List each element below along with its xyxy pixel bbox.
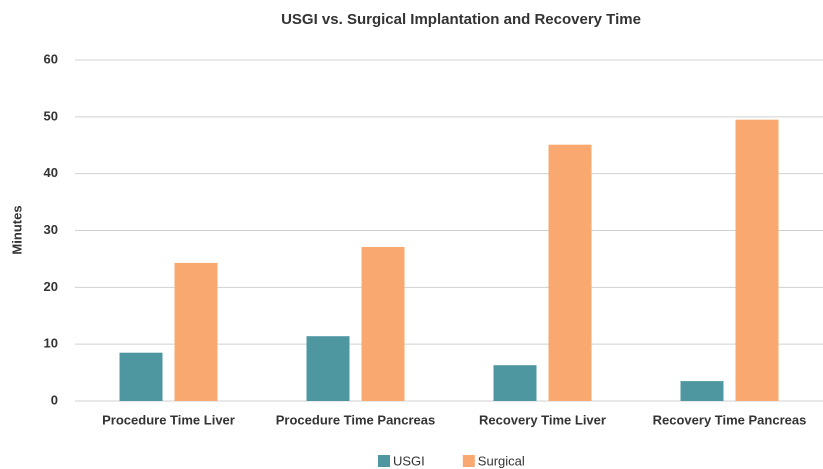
x-tick-label: Recovery Time Pancreas	[653, 412, 807, 427]
legend-label: USGI	[393, 453, 425, 468]
y-tick-label: 20	[44, 279, 58, 294]
y-tick-label: 60	[44, 51, 58, 66]
bar	[119, 352, 163, 401]
legend-label: Surgical	[478, 453, 525, 468]
y-tick-label: 30	[44, 222, 58, 237]
bar	[735, 119, 779, 402]
y-tick-label: 0	[51, 392, 58, 407]
y-tick-label: 40	[44, 165, 58, 180]
bar	[306, 336, 350, 401]
x-tick-label: Procedure Time Pancreas	[276, 412, 435, 427]
bar	[493, 365, 537, 401]
bar	[548, 144, 592, 401]
y-tick-label: 10	[44, 336, 58, 351]
bar	[680, 381, 724, 401]
y-tick-label: 50	[44, 108, 58, 123]
x-tick-label: Recovery Time Liver	[479, 412, 606, 427]
chart-title: USGI vs. Surgical Implantation and Recov…	[281, 11, 641, 28]
y-axis-label: Minutes	[9, 205, 24, 254]
x-tick-label: Procedure Time Liver	[102, 412, 235, 427]
legend-swatch	[462, 455, 475, 467]
legend-swatch	[378, 455, 390, 467]
bar	[174, 262, 218, 401]
bar	[361, 246, 405, 401]
